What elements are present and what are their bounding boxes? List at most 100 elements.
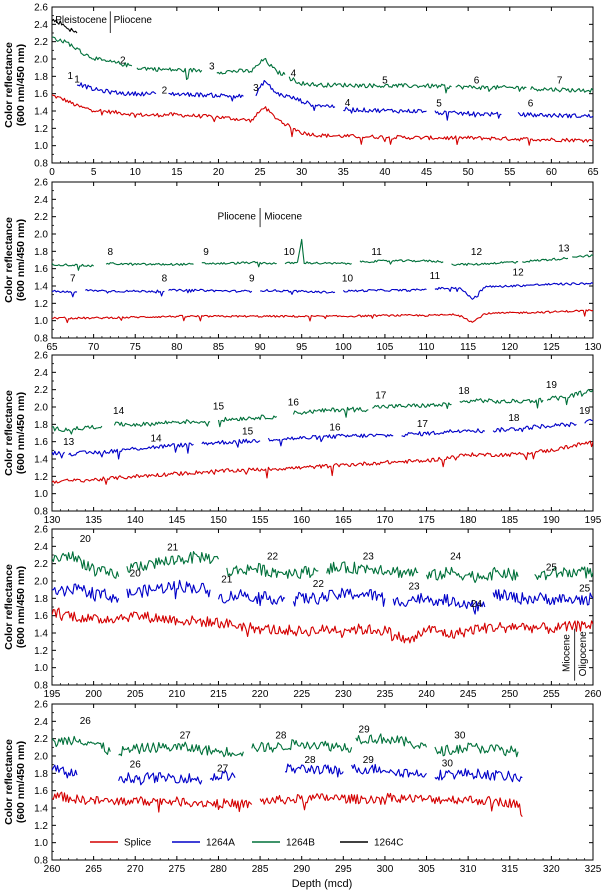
series-1264b-core-segment (326, 561, 419, 578)
x-tick-label: 165 (335, 515, 352, 526)
legend-entry: 1264C (374, 838, 403, 849)
core-number-label: 21 (221, 575, 233, 586)
y-tick-label: 2.6 (34, 3, 48, 14)
core-number-label: 15 (213, 402, 225, 413)
x-tick-label: 200 (85, 689, 102, 700)
series-1264b-core-segment (530, 86, 593, 93)
core-number-label: 16 (288, 397, 300, 408)
x-tick-label: 125 (543, 342, 560, 353)
core-number-label: 26 (80, 716, 92, 727)
y-tick-label: 1.6 (34, 786, 48, 797)
y-tick-label: 1.0 (34, 141, 48, 152)
core-number-label: 18 (458, 386, 470, 397)
series-1264b-core-segment (136, 66, 203, 81)
core-number-label: 15 (242, 427, 254, 438)
core-number-label: 7 (557, 75, 563, 86)
series-1264b-core-segment (217, 414, 277, 428)
core-number-label: 17 (417, 419, 429, 430)
legend-entry: 1264B (286, 838, 315, 849)
x-tick-label: 185 (501, 515, 518, 526)
series-1264a-core-segment (52, 764, 78, 779)
y-tick-label: 2.2 (34, 385, 48, 396)
core-number-label: 1 (74, 74, 80, 85)
epoch-label: Pleistocene (55, 15, 107, 26)
series-1264a-core-segment (209, 770, 236, 781)
core-number-label: 8 (107, 247, 113, 258)
series-1264a-core-segment (76, 82, 157, 97)
core-number-label: 11 (430, 271, 441, 282)
y-tick-label: 1.0 (34, 316, 48, 327)
core-number-label: 9 (249, 274, 255, 285)
y-axis-label: Color reflectance (3, 564, 15, 650)
series-1264b-core-segment (522, 257, 569, 263)
core-number-label: 17 (375, 390, 387, 401)
core-number-label: 19 (579, 406, 591, 417)
x-tick-label: 250 (501, 689, 518, 700)
series-1264a-core-segment (401, 428, 486, 438)
y-tick-label: 2.4 (34, 20, 48, 31)
x-tick-label: 70 (88, 342, 100, 353)
x-tick-label: 15 (171, 167, 183, 178)
y-axis-label: Color reflectance (3, 217, 15, 303)
series-1264a-core-segment (492, 589, 593, 606)
y-tick-label: 1.6 (34, 437, 48, 448)
x-tick-label: 190 (543, 515, 560, 526)
series-1264a-core-segment (85, 288, 165, 297)
x-tick-label: 55 (504, 167, 516, 178)
x-tick-label: 305 (418, 864, 435, 875)
series-1264a-core-segment (126, 579, 211, 600)
core-number-label: 12 (513, 268, 525, 279)
legend: Splice 1264A 1264B 1264C (90, 838, 403, 849)
plot-frame (51, 181, 594, 339)
x-tick-label: 110 (419, 342, 435, 353)
y-tick-label: 2.2 (34, 734, 48, 745)
series-1264a-core-segment (342, 288, 427, 293)
x-tick-label: 130 (585, 342, 602, 353)
y-tick-label: 1.8 (34, 72, 48, 83)
series-1264b-core-segment (572, 254, 593, 258)
series-1264a-core-segment (343, 106, 427, 114)
x-tick-label: 325 (585, 864, 602, 875)
series-1264b-core-segment (251, 739, 353, 753)
core-number-label: 16 (329, 422, 341, 433)
series-1264a-core-segment (118, 772, 203, 786)
x-tick-label: 90 (255, 342, 267, 353)
x-tick-label: 0 (49, 167, 55, 178)
plot-frame (51, 528, 594, 686)
y-axis-label: Color reflectance (3, 390, 15, 476)
core-number-label: 23 (408, 582, 420, 593)
x-tick-label: 85 (213, 342, 225, 353)
series-splice-line (52, 94, 593, 146)
series-1264a-core-segment (217, 589, 286, 607)
y-tick-label: 2.4 (34, 195, 48, 206)
x-tick-label: 260 (44, 864, 61, 875)
x-tick-label: 215 (210, 689, 227, 700)
x-tick-label: 75 (130, 342, 142, 353)
core-number-label: 30 (454, 731, 466, 742)
y-tick-label: 1.8 (34, 594, 48, 605)
core-number-label: 14 (150, 434, 162, 445)
series-1264b-core-segment (113, 419, 211, 427)
y-tick-label: 2.2 (34, 37, 48, 48)
series-1264a-core-segment (434, 282, 593, 300)
core-number-label: 29 (363, 755, 375, 766)
x-tick-label: 205 (127, 689, 144, 700)
x-tick-label: 195 (585, 515, 602, 526)
core-number-label: 22 (313, 579, 325, 590)
series-1264a-core-segment (434, 768, 523, 783)
series-1264b-core-segment (52, 551, 120, 579)
y-axis-label-units: (600 nm/450 nm) (15, 741, 27, 823)
core-number-label: 30 (442, 758, 454, 769)
core-number-label: 28 (275, 731, 287, 742)
x-tick-label: 220 (252, 689, 269, 700)
core-number-label: 20 (130, 569, 142, 580)
x-tick-label: 225 (293, 689, 310, 700)
series-1264a-core-segment (52, 583, 120, 603)
core-number-label: 14 (113, 406, 125, 417)
x-tick-label: 100 (335, 342, 352, 353)
x-tick-label: 25 (255, 167, 267, 178)
core-number-label: 13 (558, 243, 570, 254)
data-layer (52, 551, 593, 644)
x-tick-label: 255 (543, 689, 560, 700)
series-1264a-core-segment (52, 450, 65, 459)
